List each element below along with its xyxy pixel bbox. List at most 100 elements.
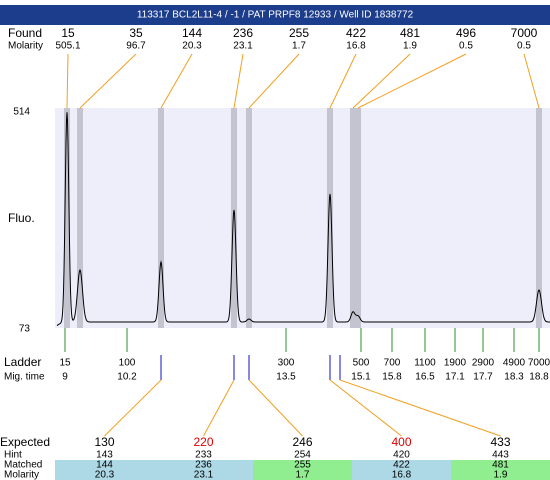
found-molarity: 1.7	[292, 41, 306, 52]
found-size: 7000	[511, 26, 538, 40]
header-title: 113317 BCL2L11-4 / -1 / PAT PRPF8 12933 …	[137, 10, 414, 21]
hint: 233	[195, 450, 212, 461]
peak-band	[327, 108, 333, 328]
ladder-time: 15.1	[351, 372, 371, 383]
ladder-time: 10.2	[117, 372, 137, 383]
found-label: Found	[8, 26, 42, 40]
matched-size: 255	[294, 460, 311, 471]
expected-size: 400	[391, 435, 411, 449]
match-connector	[329, 379, 402, 437]
matched-molarity: 16.8	[392, 470, 412, 480]
found-connector	[357, 53, 467, 109]
found-connector	[160, 53, 193, 109]
ladder-time: 17.7	[473, 372, 493, 383]
hint: 443	[492, 450, 509, 461]
matched-cell	[253, 460, 352, 480]
peak-band	[231, 108, 237, 328]
found-molarity: 1.9	[403, 41, 417, 52]
matched-molarity: 1.9	[494, 470, 508, 480]
ladder-time: 18.8	[529, 372, 549, 383]
ladder-size: 2900	[472, 358, 495, 369]
y-label: Fluo.	[8, 211, 35, 225]
ladder-size: 1900	[444, 358, 467, 369]
header-bar	[0, 5, 550, 25]
peak-band	[350, 108, 356, 328]
ladder-size: 4900	[503, 358, 526, 369]
peak-band	[536, 108, 542, 328]
found-connector	[79, 53, 137, 109]
expected-label: Expected	[0, 435, 50, 449]
matched-size: 144	[96, 460, 113, 471]
expected-size: 246	[292, 435, 312, 449]
match-connector	[203, 379, 235, 437]
peak-band	[77, 108, 83, 328]
found-molarity: 96.7	[126, 41, 146, 52]
matched-molarity-label: Molarity	[4, 470, 39, 480]
ladder-size: 300	[278, 358, 295, 369]
found-connector	[66, 53, 69, 109]
found-connector	[233, 53, 244, 109]
ladder-size: 100	[119, 358, 136, 369]
found-size: 255	[289, 26, 309, 40]
expected-size: 130	[94, 435, 114, 449]
found-size: 15	[61, 26, 75, 40]
molarity-label: Molarity	[8, 41, 43, 52]
expected-size: 433	[490, 435, 510, 449]
ladder-size: 15	[59, 358, 71, 369]
ladder-size: 500	[353, 358, 370, 369]
matched-size: 236	[195, 460, 212, 471]
found-size: 35	[129, 26, 143, 40]
expected-size: 220	[193, 435, 213, 449]
peak-band	[355, 108, 361, 328]
found-connector	[523, 53, 540, 109]
matched-cell	[154, 460, 253, 480]
plot-area	[55, 108, 550, 328]
trace	[56, 112, 550, 326]
found-size: 236	[233, 26, 253, 40]
y-max-label: 514	[13, 107, 30, 118]
ladder-size: 700	[384, 358, 401, 369]
y-min-label: 73	[19, 324, 31, 335]
found-molarity: 0.5	[459, 41, 473, 52]
hint: 420	[393, 450, 410, 461]
peak-band	[158, 108, 164, 328]
matched-label: Matched	[4, 460, 42, 471]
found-molarity: 0.5	[517, 41, 531, 52]
matched-cell	[352, 460, 451, 480]
ladder-time: 9	[62, 372, 68, 383]
mig-time-label: Mig. time	[4, 372, 45, 383]
found-molarity: 20.3	[182, 41, 202, 52]
matched-cell	[451, 460, 550, 480]
ladder-time: 15.8	[382, 372, 402, 383]
found-connector	[329, 53, 357, 109]
match-connector	[104, 379, 162, 437]
ladder-time: 16.5	[415, 372, 435, 383]
found-molarity: 23.1	[233, 41, 253, 52]
found-size: 144	[182, 26, 202, 40]
ladder-size: 7000	[528, 358, 550, 369]
found-size: 496	[456, 26, 476, 40]
found-connector	[352, 53, 411, 109]
found-molarity: 16.8	[346, 41, 366, 52]
hint-label: Hint	[4, 450, 22, 461]
matched-molarity: 20.3	[95, 470, 115, 480]
found-size: 481	[400, 26, 420, 40]
found-connector	[248, 53, 300, 109]
matched-molarity: 23.1	[194, 470, 214, 480]
matched-molarity: 1.7	[296, 470, 310, 480]
found-size: 422	[346, 26, 366, 40]
matched-size: 481	[492, 460, 509, 471]
ladder-label: Ladder	[4, 355, 41, 369]
match-connector	[248, 379, 303, 437]
ladder-time: 18.3	[504, 372, 524, 383]
ladder-time: 13.5	[276, 372, 296, 383]
hint: 143	[96, 450, 113, 461]
peak-band	[246, 108, 252, 328]
ladder-size: 1100	[414, 358, 436, 369]
matched-cell	[55, 460, 154, 480]
ladder-time: 17.1	[445, 372, 465, 383]
matched-size: 422	[393, 460, 410, 471]
peak-band	[64, 108, 70, 328]
hint: 254	[294, 450, 311, 461]
